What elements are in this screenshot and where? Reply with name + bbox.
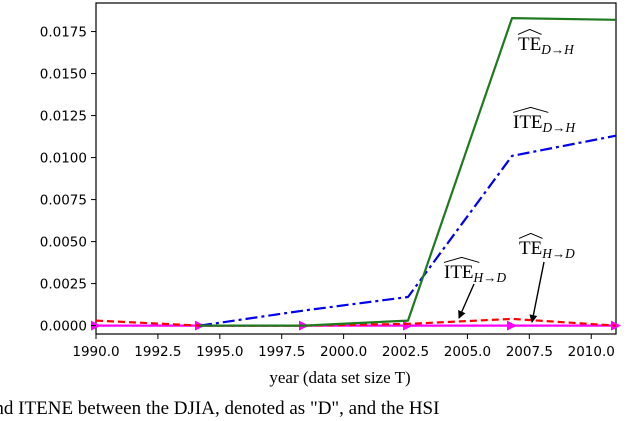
- annotation-arrow: [458, 283, 475, 319]
- annotation-text: ITEH→D: [444, 262, 506, 285]
- y-tick-label: 0.0150: [40, 67, 87, 83]
- series-1: [200, 17, 617, 327]
- series-layer: [91, 17, 621, 331]
- annotation-text: TED→H: [518, 34, 575, 57]
- annotation-text: ITED→H: [513, 112, 576, 135]
- y-tick-label: 0.0125: [40, 109, 87, 125]
- y-tick-label: 0.0100: [40, 151, 87, 167]
- annotation-label: ITEH→D: [443, 256, 506, 285]
- x-tick-label: 2010.0: [568, 344, 615, 360]
- series-line: [95, 317, 617, 327]
- x-tick-label: 1995.0: [196, 344, 243, 360]
- hat-accent: [517, 28, 542, 35]
- x-tick-label: 1992.5: [134, 344, 181, 360]
- x-tick-label: 2000.0: [320, 344, 367, 360]
- y-tick-label: 0.0075: [40, 193, 87, 209]
- y-tick-label: 0.0050: [40, 235, 87, 251]
- hat-accent: [512, 106, 549, 113]
- series-line: [199, 134, 617, 327]
- x-tick-label: 1990.0: [72, 344, 119, 360]
- y-tick-label: 0.0000: [40, 319, 87, 335]
- series-3: [95, 317, 617, 327]
- x-tick-label: 2007.5: [506, 344, 553, 360]
- y-tick-label: 0.0025: [40, 277, 87, 293]
- hat-accent: [443, 256, 480, 263]
- plot-area: [95, 2, 617, 335]
- y-tick-label: 0.0175: [40, 25, 87, 41]
- x-tick-label: 1997.5: [258, 344, 305, 360]
- x-tick-label: 2005.0: [444, 344, 491, 360]
- annotation-label: TEH→D: [518, 232, 575, 261]
- annotations: TED→H ITED→H TEH→D ITEH→D: [443, 28, 576, 323]
- series-2: [199, 134, 617, 327]
- series-line: [200, 17, 617, 327]
- annotation-label: ITED→H: [512, 106, 576, 135]
- y-axis: 0.0000 0.0025 0.0050 0.0075 0.0100 0.0125 0.01…: [40, 25, 96, 335]
- x-axis: 1990.0 1992.5 1995.0 1997.5 2000.0 2002.5 2005…: [72, 334, 615, 360]
- x-axis-label: year (data set size T): [269, 368, 410, 387]
- annotation-label: TED→H: [517, 28, 575, 57]
- hat-accent: [518, 232, 543, 239]
- figure-caption: and ITENE between the DJIA, denoted as "…: [0, 398, 440, 419]
- annotation-arrow: [529, 261, 545, 323]
- x-tick-label: 2002.5: [382, 344, 429, 360]
- data-point-marker: [507, 320, 517, 331]
- plot-frame: [95, 2, 617, 335]
- annotation-text: TEH→D: [519, 238, 575, 261]
